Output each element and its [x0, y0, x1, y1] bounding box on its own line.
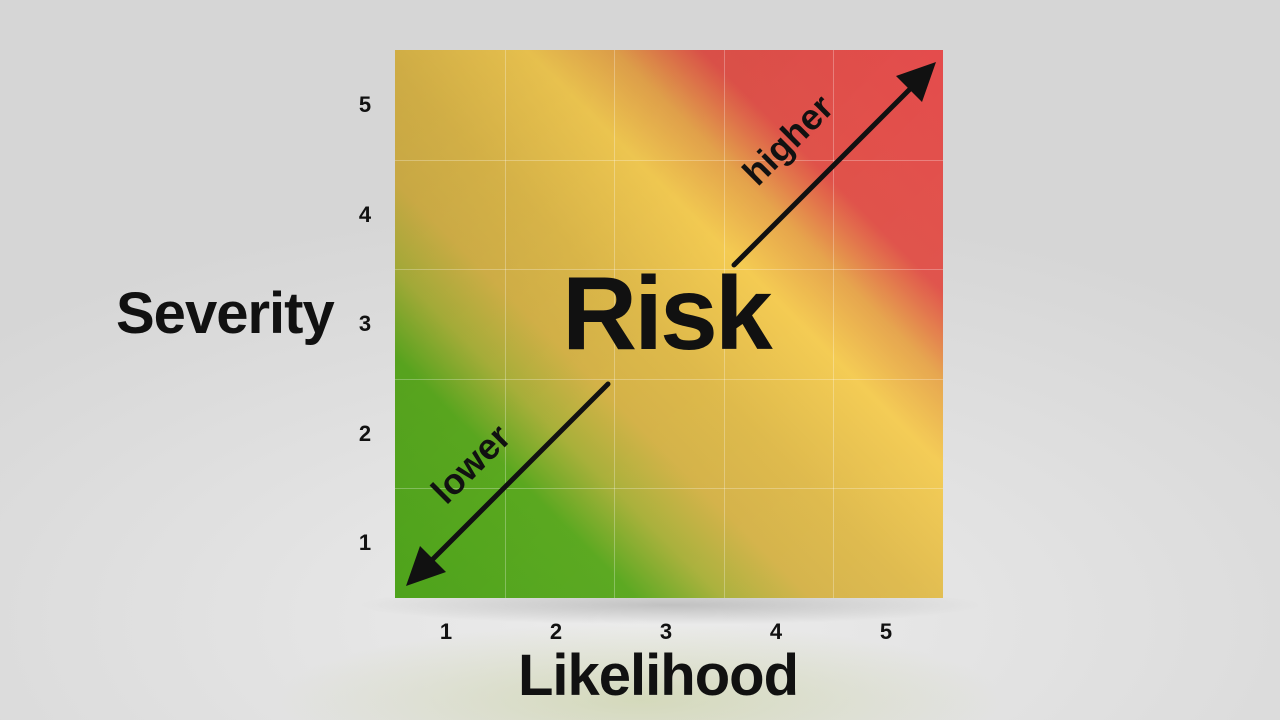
lower-arrowhead-icon: [406, 546, 446, 586]
y-tick-1: 1: [358, 530, 372, 555]
grid-line: [723, 50, 725, 598]
x-tick-5: 5: [879, 619, 893, 644]
lower-arrow-line: [427, 381, 611, 565]
grid-line: [504, 50, 506, 598]
grid-line: [395, 269, 943, 271]
center-label: Risk: [562, 256, 773, 372]
x-tick-4: 4: [769, 619, 783, 644]
x-tick-3: 3: [659, 619, 673, 644]
y-tick-2: 2: [358, 421, 372, 446]
y-tick-4: 4: [358, 202, 372, 227]
y-axis-title: Severity: [116, 281, 335, 346]
grid-line: [395, 159, 943, 161]
grid-line: [395, 488, 943, 490]
x-axis-title: Likelihood: [518, 643, 799, 708]
higher-arrowhead-icon: [896, 62, 936, 102]
x-tick-1: 1: [439, 619, 453, 644]
y-tick-3: 3: [358, 311, 372, 336]
higher-arrow-line: [731, 84, 915, 268]
grid-line: [833, 50, 835, 598]
grid-line: [395, 378, 943, 380]
risk-matrix: [395, 50, 943, 598]
y-tick-5: 5: [358, 92, 372, 117]
grid-line: [614, 50, 616, 598]
x-tick-2: 2: [549, 619, 563, 644]
